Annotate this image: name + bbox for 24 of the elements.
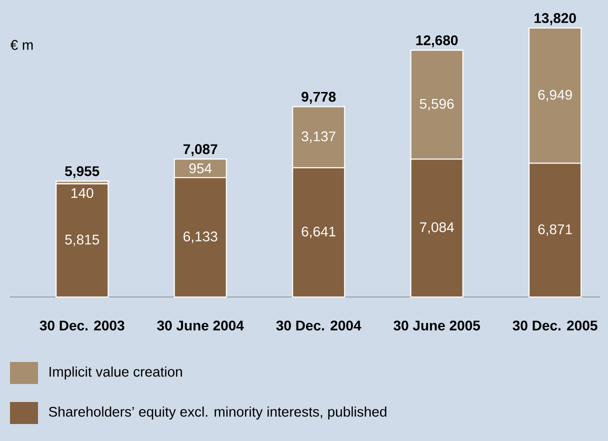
y-axis-title: € m: [10, 40, 33, 50]
data-label: 140: [72, 188, 94, 198]
data-label: 6,133: [184, 232, 218, 244]
total-label: 7,087: [183, 144, 218, 156]
data-label: 6,949: [538, 90, 572, 102]
total-label: 9,778: [302, 92, 336, 104]
data-label: 7,084: [420, 222, 454, 234]
bar: [56, 183, 109, 298]
x-tick-label: 30 June 2005: [394, 320, 480, 331]
data-label: 3,137: [302, 131, 336, 143]
data-label: 5,815: [65, 234, 100, 246]
data-label: 5,596: [420, 98, 454, 110]
data-label: 954: [189, 163, 212, 174]
data-label: 6,871: [538, 224, 572, 236]
x-tick-label: 30 Dec. 2003: [40, 320, 124, 331]
x-tick-label: 30 June 2004: [157, 320, 244, 331]
data-label: 6,641: [302, 226, 336, 238]
total-label: 13,820: [534, 13, 576, 26]
total-label: 5,955: [65, 166, 100, 178]
x-tick-label: 30 Dec. 2005: [512, 320, 598, 331]
legend-label: Shareholders’ equity excl. minority interests, published: [48, 406, 386, 420]
x-tick-label: 30 Dec. 2004: [276, 320, 362, 331]
total-label: 12,680: [416, 35, 458, 48]
legend-label: Implicit value creation: [50, 366, 182, 380]
